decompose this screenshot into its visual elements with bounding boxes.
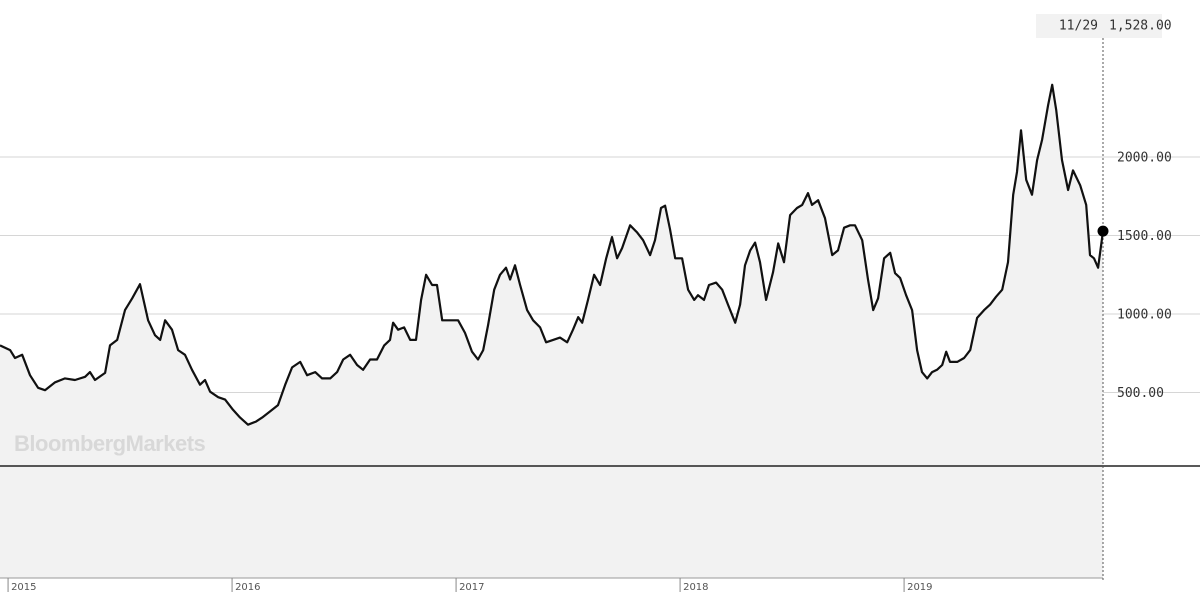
last-marker: [1097, 225, 1109, 237]
y-tick-label: 1000.00: [1117, 308, 1172, 323]
last-value: 1,528.00: [1109, 19, 1172, 34]
x-tick-label: 2015: [11, 582, 36, 593]
last-box: [1036, 14, 1162, 38]
line: [0, 83, 1105, 426]
area: [0, 84, 1103, 467]
x-tick-label: 2017: [459, 582, 484, 593]
last-date: 11/29: [1059, 19, 1098, 34]
y-tick-label: 1500.00: [1117, 229, 1172, 244]
lower-panel: [0, 466, 1103, 578]
x-tick-label: 2018: [683, 582, 708, 593]
y-tick-label: 2000.00: [1117, 151, 1172, 166]
x-tick-label: 2019: [907, 582, 932, 593]
y-tick-label: 500.00: [1117, 386, 1164, 401]
watermark: BloombergMarkets: [14, 431, 206, 456]
x-tick-label: 2016: [235, 582, 260, 593]
